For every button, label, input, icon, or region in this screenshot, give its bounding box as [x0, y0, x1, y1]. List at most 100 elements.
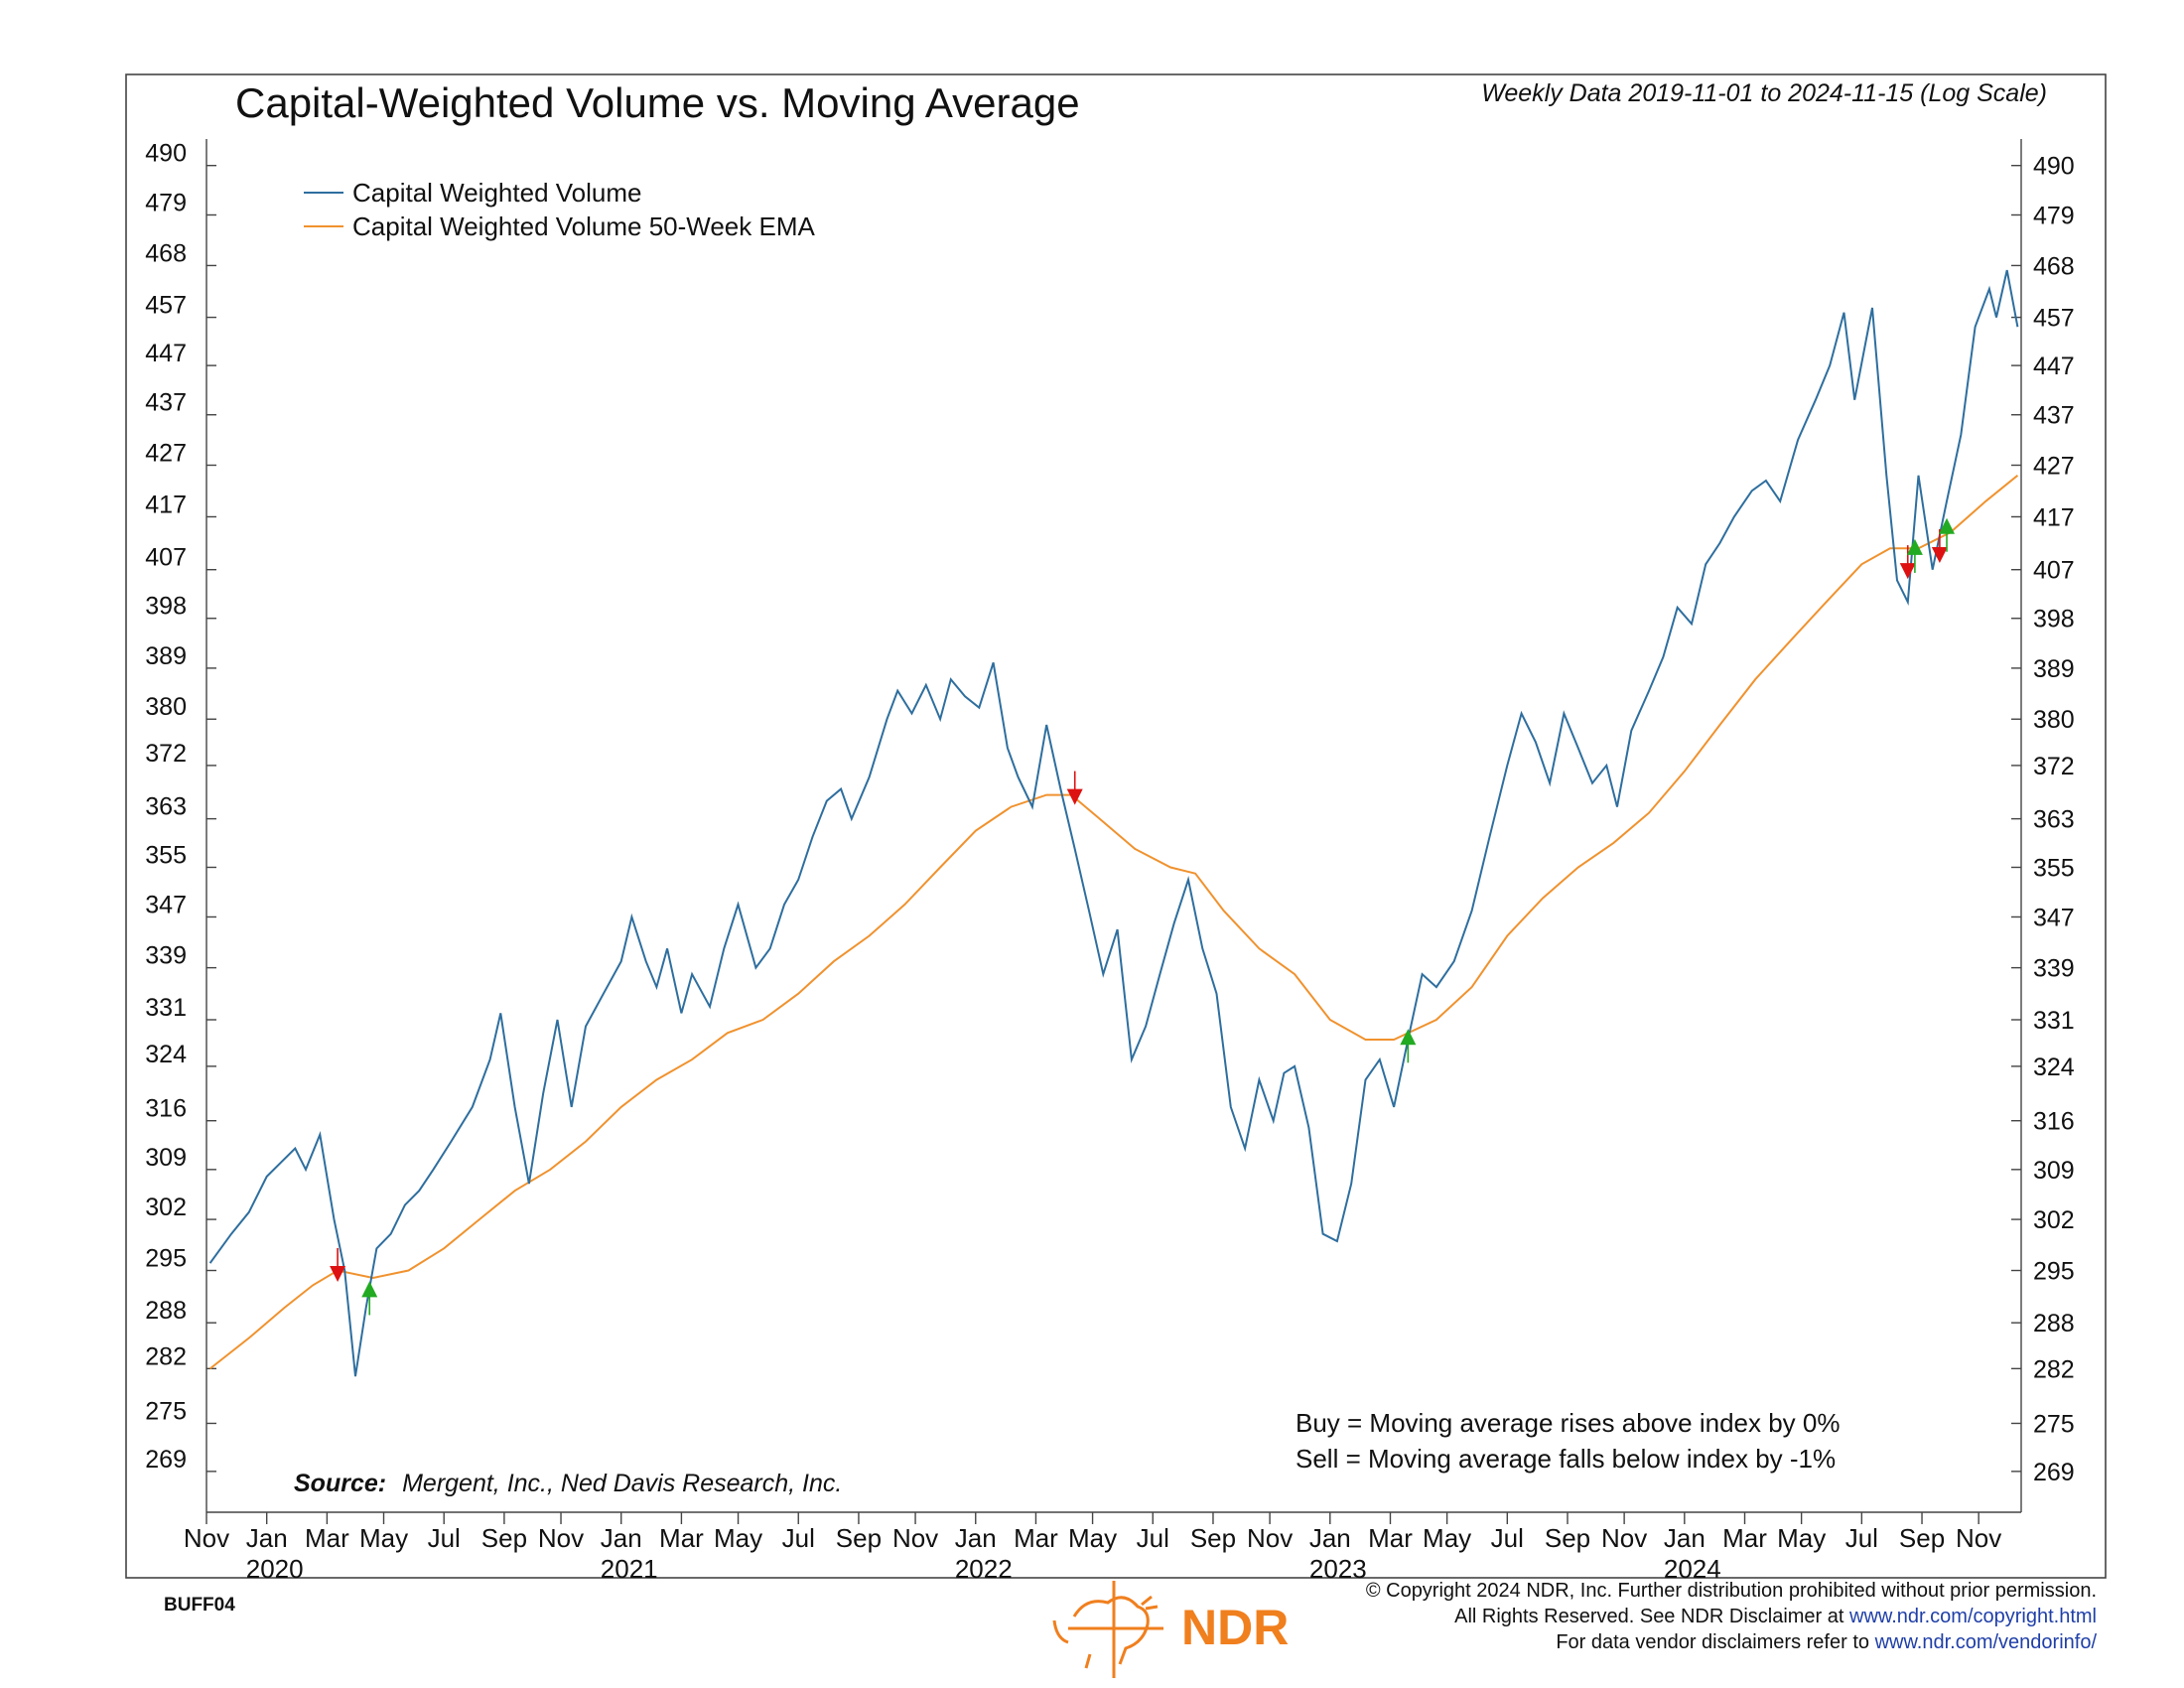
- y-tick-label-left: 437: [145, 389, 187, 417]
- y-tick-label-right: 479: [2033, 202, 2075, 229]
- y-tick-label-left: 282: [145, 1342, 187, 1370]
- x-tick-label: Mar: [1014, 1523, 1058, 1553]
- vendor-link[interactable]: www.ndr.com/vendorinfo/: [1874, 1631, 2098, 1653]
- x-tick-label: Sep: [481, 1523, 527, 1553]
- year-label: 2023: [1309, 1554, 1367, 1584]
- y-tick-label-right: 389: [2033, 655, 2075, 683]
- x-tick-label: Mar: [659, 1523, 704, 1553]
- x-tick-label: Sep: [836, 1523, 882, 1553]
- sell-signal-arrow: [330, 1247, 346, 1282]
- y-tick-label-left: 275: [145, 1397, 187, 1425]
- x-tick-label: Sep: [1190, 1523, 1236, 1553]
- y-tick-label-right: 457: [2033, 305, 2075, 333]
- x-tick-label: Jan: [955, 1523, 997, 1553]
- y-tick-label-right: 437: [2033, 402, 2075, 430]
- chart-subtitle: Weekly Data 2019-11-01 to 2024-11-15 (Lo…: [1481, 79, 2047, 107]
- y-tick-label-right: 324: [2033, 1054, 2075, 1081]
- x-tick-label: Jul: [1137, 1523, 1169, 1553]
- rights-text: All Rights Reserved. See NDR Disclaimer …: [1454, 1606, 1849, 1627]
- legend: Capital Weighted Volume Capital Weighted…: [304, 178, 815, 241]
- y-tick-label-left: 417: [145, 491, 187, 518]
- sell-signal-arrow: [1066, 771, 1083, 805]
- vendor-text: For data vendor disclaimers refer to: [1556, 1631, 1874, 1653]
- y-tick-label-left: 363: [145, 793, 187, 821]
- rights-line: All Rights Reserved. See NDR Disclaimer …: [1454, 1606, 2097, 1627]
- y-ticks: 269 269 275 275 282 282 288 288 295 295 302 302 309 3…: [145, 140, 2075, 1486]
- y-tick-label-left: 309: [145, 1144, 187, 1172]
- y-tick-label-left: 447: [145, 340, 187, 367]
- y-tick-label-right: 302: [2033, 1206, 2075, 1234]
- y-tick-label-left: 490: [145, 140, 187, 168]
- year-label: 2021: [601, 1554, 658, 1584]
- series-line-ema: [208, 475, 2019, 1370]
- x-tick-label: Jul: [1491, 1523, 1524, 1553]
- legend-label-ema: Capital Weighted Volume 50-Week EMA: [352, 211, 815, 241]
- copyright-link[interactable]: www.ndr.com/copyright.html: [1848, 1606, 2097, 1627]
- ndr-logo: NDR: [1052, 1581, 1289, 1678]
- source-label: Source:: [294, 1470, 386, 1497]
- buy-signal-arrow: [1400, 1029, 1417, 1063]
- x-tick-label: Sep: [1899, 1523, 1945, 1553]
- x-tick-label: Nov: [538, 1523, 584, 1553]
- sell-signal-arrow: [1899, 545, 1916, 580]
- y-tick-label-left: 372: [145, 740, 187, 768]
- x-tick-label: Mar: [305, 1523, 349, 1553]
- series-line-volume: [208, 269, 2019, 1377]
- y-tick-label-right: 282: [2033, 1355, 2075, 1383]
- y-tick-label-left: 380: [145, 693, 187, 721]
- y-tick-label-right: 417: [2033, 503, 2075, 531]
- x-tick-label: May: [359, 1523, 408, 1553]
- x-tick-label: May: [1777, 1523, 1826, 1553]
- y-tick-label-right: 316: [2033, 1108, 2075, 1136]
- y-tick-label-left: 389: [145, 642, 187, 670]
- x-tick-label: Jan: [246, 1523, 288, 1553]
- y-tick-label-left: 347: [145, 891, 187, 918]
- chart-code: BUFF04: [164, 1595, 235, 1616]
- y-tick-label-right: 407: [2033, 557, 2075, 585]
- y-tick-label-left: 339: [145, 942, 187, 970]
- x-tick-label: Jul: [782, 1523, 815, 1553]
- x-tick-label: Nov: [184, 1523, 229, 1553]
- y-tick-label-right: 339: [2033, 955, 2075, 983]
- y-tick-label-right: 447: [2033, 352, 2075, 380]
- y-tick-label-left: 398: [145, 593, 187, 621]
- y-tick-label-left: 269: [145, 1446, 187, 1474]
- y-tick-label-left: 331: [145, 994, 187, 1022]
- y-tick-label-right: 398: [2033, 606, 2075, 633]
- y-tick-label-right: 347: [2033, 904, 2075, 931]
- y-tick-label-left: 324: [145, 1041, 187, 1068]
- buy-signal-arrow: [361, 1281, 378, 1316]
- x-tick-label: Jan: [1309, 1523, 1351, 1553]
- chart-title: Capital-Weighted Volume vs. Moving Avera…: [235, 79, 1080, 126]
- sell-rule-note: Sell = Moving average falls below index …: [1296, 1444, 1836, 1474]
- y-tick-label-right: 288: [2033, 1310, 2075, 1337]
- y-tick-label-left: 427: [145, 440, 187, 468]
- brand-name: NDR: [1181, 1600, 1289, 1655]
- y-tick-label-right: 309: [2033, 1157, 2075, 1185]
- vendor-line: For data vendor disclaimers refer to www…: [1556, 1631, 2097, 1653]
- x-tick-label: Jan: [601, 1523, 642, 1553]
- y-tick-label-right: 363: [2033, 806, 2075, 834]
- y-tick-label-right: 295: [2033, 1258, 2075, 1286]
- buy-signal-arrow: [1906, 538, 1923, 573]
- x-tick-label: May: [714, 1523, 762, 1553]
- source-text: Mergent, Inc., Ned Davis Research, Inc.: [402, 1470, 842, 1497]
- year-label: 2024: [1664, 1554, 1721, 1584]
- y-tick-label-left: 288: [145, 1297, 187, 1325]
- x-tick-label: Jul: [428, 1523, 461, 1553]
- y-tick-label-left: 355: [145, 841, 187, 869]
- y-tick-label-right: 427: [2033, 453, 2075, 481]
- buy-signal-arrow: [1939, 517, 1956, 552]
- y-tick-label-left: 479: [145, 189, 187, 216]
- x-tick-label: Nov: [1247, 1523, 1293, 1553]
- y-tick-label-right: 355: [2033, 854, 2075, 882]
- copyright-line: © Copyright 2024 NDR, Inc. Further distr…: [1366, 1580, 2097, 1602]
- y-tick-label-left: 407: [145, 544, 187, 572]
- y-tick-label-right: 275: [2033, 1410, 2075, 1438]
- y-tick-label-right: 490: [2033, 153, 2075, 181]
- legend-label-volume: Capital Weighted Volume: [352, 178, 641, 208]
- y-tick-label-left: 302: [145, 1194, 187, 1221]
- x-tick-label: May: [1423, 1523, 1471, 1553]
- x-tick-label: May: [1068, 1523, 1117, 1553]
